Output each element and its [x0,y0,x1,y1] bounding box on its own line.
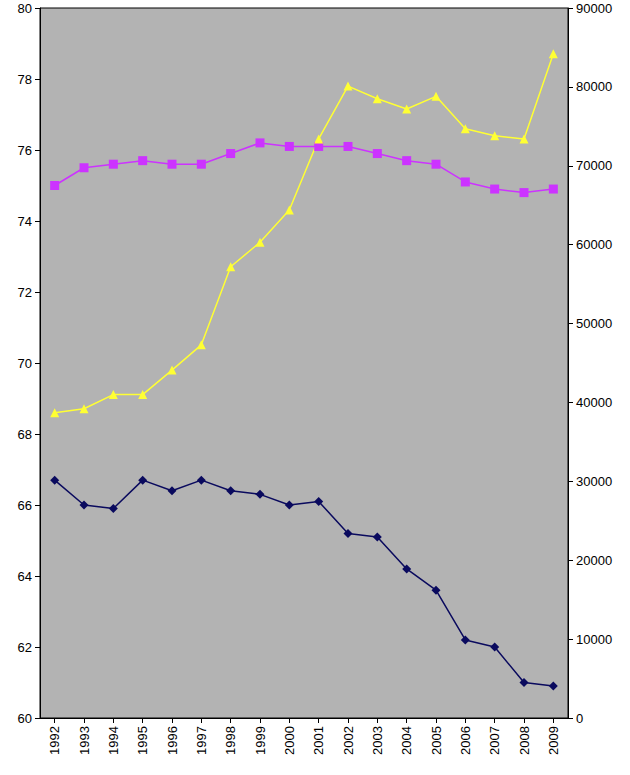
svg-text:1999: 1999 [253,726,268,755]
svg-text:70: 70 [18,356,32,371]
svg-text:70000: 70000 [576,158,612,173]
svg-text:60: 60 [18,711,32,726]
svg-text:72: 72 [18,285,32,300]
svg-text:1998: 1998 [223,726,238,755]
svg-text:78: 78 [18,72,32,87]
svg-text:74: 74 [18,214,32,229]
svg-text:1997: 1997 [194,726,209,755]
svg-text:1993: 1993 [77,726,92,755]
svg-text:66: 66 [18,498,32,513]
svg-text:1996: 1996 [165,726,180,755]
svg-text:2006: 2006 [458,726,473,755]
svg-text:80: 80 [18,1,32,16]
svg-text:1994: 1994 [106,726,121,755]
svg-text:2007: 2007 [487,726,502,755]
svg-text:68: 68 [18,427,32,442]
svg-text:30000: 30000 [576,474,612,489]
svg-text:2005: 2005 [429,726,444,755]
svg-text:80000: 80000 [576,79,612,94]
svg-text:90000: 90000 [576,1,612,16]
svg-text:20000: 20000 [576,553,612,568]
svg-text:2008: 2008 [517,726,532,755]
svg-text:2004: 2004 [399,726,414,755]
svg-text:2001: 2001 [311,726,326,755]
svg-text:2000: 2000 [282,726,297,755]
svg-text:2003: 2003 [370,726,385,755]
svg-text:62: 62 [18,640,32,655]
svg-text:1992: 1992 [47,726,62,755]
svg-text:64: 64 [18,569,32,584]
svg-text:2009: 2009 [546,726,561,755]
svg-text:2002: 2002 [341,726,356,755]
svg-text:40000: 40000 [576,395,612,410]
svg-text:50000: 50000 [576,316,612,331]
svg-text:76: 76 [18,143,32,158]
svg-text:60000: 60000 [576,237,612,252]
svg-text:10000: 10000 [576,632,612,647]
svg-text:0: 0 [576,711,583,726]
svg-text:1995: 1995 [135,726,150,755]
